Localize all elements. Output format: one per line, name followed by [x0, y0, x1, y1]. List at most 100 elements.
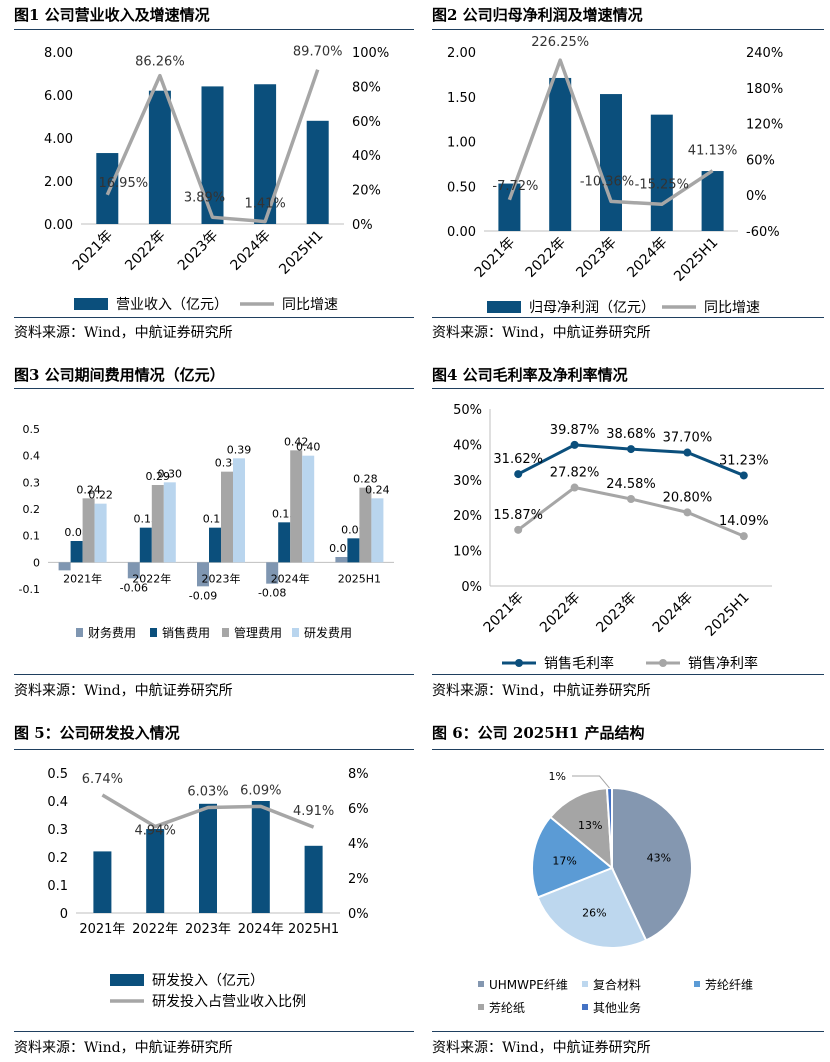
legend-label: 同比增速	[282, 297, 338, 313]
legend-label: 销售毛利率	[544, 655, 614, 672]
bar	[335, 557, 348, 563]
divider	[14, 749, 414, 750]
category-label: 2021年	[70, 228, 116, 274]
data-label: -0.08	[258, 587, 286, 600]
category-label: 2023年	[593, 590, 639, 636]
data-label: 1.41%	[244, 197, 285, 212]
bar	[93, 851, 112, 913]
category-label: 2024年	[228, 228, 274, 274]
divider	[14, 1031, 414, 1032]
legend-label: 营业收入（亿元）	[116, 297, 228, 313]
data-point	[739, 532, 748, 541]
panel-title: 图4 公司毛利率及净利率情况	[432, 366, 628, 384]
right-tick-label: 0%	[348, 907, 369, 922]
panel-title: 图 6：公司 2025H1 产品结构	[432, 724, 645, 742]
expenses-chart: -0.100.10.20.30.40.5-0.06-0.09 -0.080.020…	[19, 423, 394, 640]
right-tick-label: 80%	[352, 80, 381, 95]
category-label: 2025H1	[671, 235, 721, 285]
legend-label: 财务费用	[88, 625, 136, 640]
left-tick-label: 0.1	[47, 879, 68, 894]
leader-line	[572, 775, 610, 789]
left-tick-label: 0.3	[47, 823, 68, 838]
legend-swatch	[515, 659, 523, 667]
slice-label: 13%	[578, 819, 602, 832]
legend-swatch	[478, 1004, 484, 1010]
data-point	[570, 483, 579, 492]
legend-label: 芳纶纤维	[705, 978, 753, 992]
bar	[233, 458, 245, 563]
category-label: 2021年	[481, 590, 527, 636]
left-tick-label: 0	[60, 907, 68, 922]
divider	[14, 317, 414, 318]
legend-swatch	[659, 659, 667, 667]
right-tick-label: 60%	[746, 153, 775, 168]
category-label: 2025H1	[288, 922, 339, 937]
data-label: 6.03%	[187, 784, 228, 799]
category-label: 2023年	[573, 235, 619, 281]
y-tick-label: 0.3	[23, 476, 41, 489]
legend-swatch	[292, 628, 299, 637]
pie-slice	[531, 815, 614, 899]
divider	[432, 29, 824, 30]
right-tick-label: 0%	[352, 218, 373, 233]
y-tick-label: 0.1	[23, 530, 41, 543]
data-label: 0.24	[365, 483, 390, 496]
data-label: 0.22	[88, 489, 113, 502]
left-tick-label: 0.00	[44, 218, 73, 233]
data-label: 16.95%	[99, 176, 149, 191]
category-label: 2021年	[63, 571, 102, 585]
right-tick-label: 6%	[348, 802, 369, 817]
category-label: 2023年	[202, 571, 241, 585]
data-label: -15.25%	[635, 177, 689, 192]
divider	[14, 29, 414, 30]
data-label: 41.13%	[688, 144, 738, 159]
right-tick-label: 40%	[352, 149, 381, 164]
left-tick-label: 0.50	[447, 180, 476, 195]
data-label: 4.91%	[293, 804, 334, 819]
bar	[96, 153, 119, 224]
category-label: 2024年	[238, 922, 284, 937]
y-tick-label: 0.2	[23, 503, 41, 516]
data-label: 31.62%	[493, 452, 543, 467]
category-label: 2025H1	[702, 590, 752, 640]
slice-label: 26%	[582, 907, 606, 920]
legend-label: 研发费用	[304, 625, 352, 640]
data-label: 24.58%	[606, 477, 656, 492]
bar	[127, 562, 140, 579]
category-label: 2021年	[79, 922, 125, 937]
left-tick-label: 4.00	[44, 132, 73, 147]
slice-label: 17%	[552, 854, 576, 867]
left-tick-label: 2.00	[44, 175, 73, 190]
data-label: 38.68%	[606, 427, 656, 442]
data-label: 0.42	[284, 435, 309, 448]
legend-label: 复合材料	[593, 977, 641, 992]
y-tick-label: 30%	[453, 474, 482, 489]
growth-line	[101, 793, 315, 829]
right-tick-label: 180%	[746, 82, 783, 97]
panel-margins: 图4 公司毛利率及净利率情况 0% 10% 20% 30% 40% 50% 31.62% 39…	[432, 360, 824, 710]
bar	[359, 487, 372, 563]
data-point	[739, 471, 748, 480]
data-label: 4.94%	[135, 824, 176, 839]
left-tick-label: 0.5	[47, 767, 68, 782]
data-label: 0.29	[146, 470, 171, 483]
data-label: 39.87%	[550, 423, 600, 438]
slice-label: 1%	[549, 770, 566, 783]
legend-swatch	[582, 1004, 588, 1010]
legend-swatch	[694, 981, 700, 987]
data-point	[570, 440, 579, 449]
bar	[197, 562, 209, 587]
legend-swatch	[487, 301, 521, 313]
data-label: 6.09%	[240, 783, 281, 798]
legend-label: 归母净利润（亿元）	[529, 299, 655, 316]
bar	[371, 498, 384, 563]
right-tick-label: 0%	[746, 189, 767, 204]
bar	[266, 562, 279, 584]
panel-expenses: 图3 公司期间费用情况（亿元） -0.1 0 0.1 0.2 0.3 0.4 0.5 -0.0…	[14, 360, 414, 710]
category-label: 2021年	[472, 235, 518, 281]
right-tick-label: 240%	[746, 46, 783, 61]
pie-slice	[605, 786, 613, 869]
legend-label: 管理费用	[234, 625, 282, 640]
left-tick-label: 6.00	[44, 89, 73, 104]
